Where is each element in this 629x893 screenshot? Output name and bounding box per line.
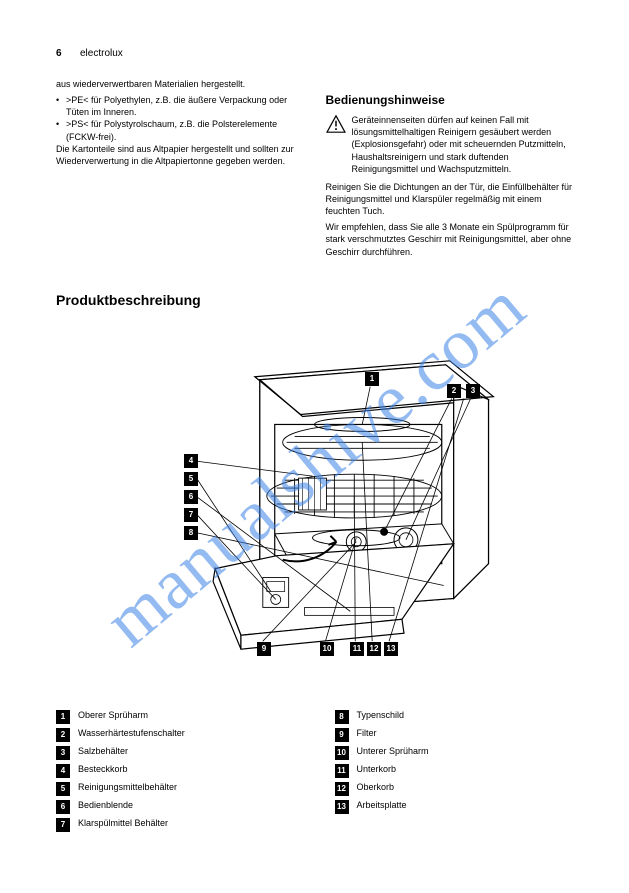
legend-num: 7 (56, 818, 70, 832)
legend-text: Arbeitsplatte (357, 800, 574, 812)
legend-item: 3 Salzbehälter (56, 746, 295, 760)
legend-item: 12 Oberkorb (335, 782, 574, 796)
legend-num: 6 (56, 800, 70, 814)
legend-text: Typenschild (357, 710, 574, 722)
legend-text: Klarspülmittel Behälter (78, 818, 295, 830)
legend-text: Salzbehälter (78, 746, 295, 758)
legend: 1 Oberer Sprüharm 2 Wasserhärtestufenschal… (56, 710, 573, 836)
callout-2: 2 (447, 384, 461, 398)
legend-num: 9 (335, 728, 349, 742)
after-text: Die Kartonteile sind aus Altpapier herge… (56, 143, 304, 167)
right-column: Bedienungshinweise Geräteinnenseiten dür… (326, 78, 574, 262)
legend-text: Unterkorb (357, 764, 574, 776)
callout-7: 7 (184, 508, 198, 522)
legend-item: 8 Typenschild (335, 710, 574, 724)
legend-num: 1 (56, 710, 70, 724)
legend-num: 4 (56, 764, 70, 778)
legend-item: 10 Unterer Sprüharm (335, 746, 574, 760)
page-number: 6 (56, 48, 62, 59)
legend-text: Filter (357, 728, 574, 740)
legend-item: 7 Klarspülmittel Behälter (56, 818, 295, 832)
running-header: electrolux (80, 48, 123, 59)
legend-num: 11 (335, 764, 349, 778)
dishwasher-illustration (56, 324, 573, 684)
legend-num: 13 (335, 800, 349, 814)
bullet-text: >PS< für Polystyrolschaum, z.B. die Pols… (66, 118, 304, 142)
callout-11: 11 (350, 642, 364, 656)
legend-text: Unterer Sprüharm (357, 746, 574, 758)
legend-text: Oberer Sprüharm (78, 710, 295, 722)
legend-right-column: 8Typenschild 9Filter 10Unterer Sprüharm … (335, 710, 574, 836)
legend-num: 8 (335, 710, 349, 724)
legend-num: 3 (56, 746, 70, 760)
callout-4: 4 (184, 454, 198, 468)
warning-icon (326, 115, 346, 133)
legend-item: 11 Unterkorb (335, 764, 574, 778)
callout-9: 9 (257, 642, 271, 656)
callout-12: 12 (367, 642, 381, 656)
legend-item: 9 Filter (335, 728, 574, 742)
legend-text: Reinigungsmittelbehälter (78, 782, 295, 794)
bullet-text: >PE< für Polyethylen, z.B. die äußere Ve… (66, 94, 304, 118)
legend-num: 10 (335, 746, 349, 760)
callout-13: 13 (384, 642, 398, 656)
product-diagram: 1 2 3 4 5 6 7 8 9 10 11 12 13 (56, 324, 573, 684)
legend-item: 6 Bedienblende (56, 800, 295, 814)
product-description-heading: Produktbeschreibung (56, 292, 573, 308)
legend-text: Bedienblende (78, 800, 295, 812)
legend-item: 5 Reinigungsmittelbehälter (56, 782, 295, 796)
callout-1: 1 (365, 372, 379, 386)
legend-left-column: 1 Oberer Sprüharm 2 Wasserhärtestufenschal… (56, 710, 295, 836)
body-text: Wir empfehlen, dass Sie alle 3 Monate ei… (326, 221, 574, 257)
bullet-item: • >PE< für Polyethylen, z.B. die äußere … (56, 94, 304, 118)
callout-3: 3 (466, 384, 480, 398)
legend-item: 13 Arbeitsplatte (335, 800, 574, 814)
legend-num: 2 (56, 728, 70, 742)
callout-10: 10 (320, 642, 334, 656)
legend-item: 1 Oberer Sprüharm (56, 710, 295, 724)
legend-text: Wasserhärtestufenschalter (78, 728, 295, 740)
bullet-item: • >PS< für Polystyrolschaum, z.B. die Po… (56, 118, 304, 142)
callout-8: 8 (184, 526, 198, 540)
legend-item: 4 Besteckkorb (56, 764, 295, 778)
legend-num: 5 (56, 782, 70, 796)
left-column: aus wiederverwertbaren Materialien herge… (56, 78, 304, 262)
callout-5: 5 (184, 472, 198, 486)
body-text: Reinigen Sie die Dichtungen an der Tür, … (326, 181, 574, 217)
section-heading: Bedienungshinweise (326, 92, 574, 108)
legend-text: Oberkorb (357, 782, 574, 794)
legend-text: Besteckkorb (78, 764, 295, 776)
warning-text: Geräteinnenseiten dürfen auf keinen Fall… (352, 114, 574, 175)
legend-item: 2 Wasserhärtestufenschalter (56, 728, 295, 742)
legend-num: 12 (335, 782, 349, 796)
callout-6: 6 (184, 490, 198, 504)
lead-text: aus wiederverwertbaren Materialien herge… (56, 78, 304, 90)
